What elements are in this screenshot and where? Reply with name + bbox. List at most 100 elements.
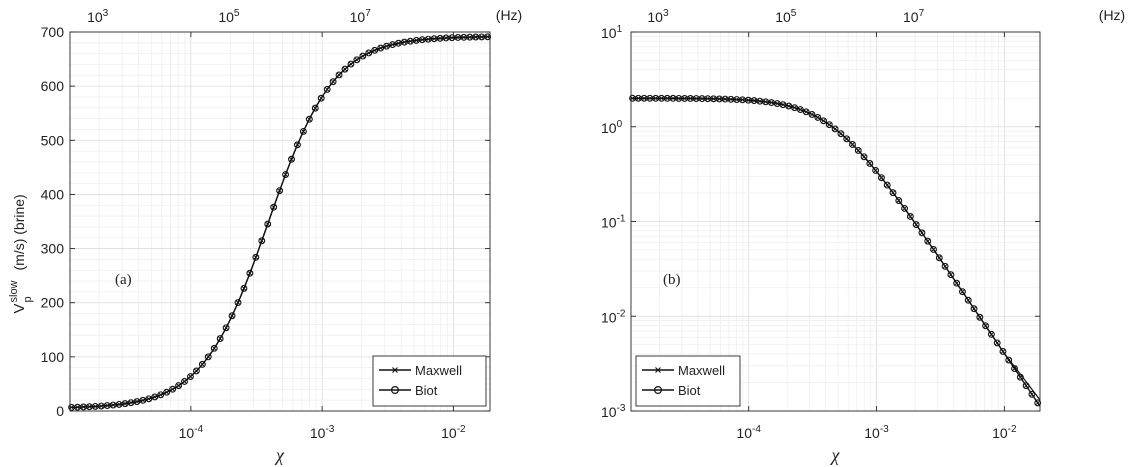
marker-maxwell bbox=[879, 175, 884, 180]
legend-marker-o bbox=[391, 386, 400, 395]
marker-biot bbox=[293, 141, 301, 149]
panel-b-top-ticks: 103 105 107 bbox=[647, 8, 924, 25]
marker-maxwell bbox=[705, 96, 711, 102]
marker-maxwell bbox=[1029, 391, 1035, 397]
marker-biot bbox=[222, 324, 230, 332]
y-tick-label: 100 bbox=[41, 349, 65, 365]
marker-maxwell bbox=[722, 96, 728, 102]
series-line-biot bbox=[631, 97, 1041, 401]
marker-maxwell bbox=[745, 97, 751, 103]
marker-maxwell bbox=[348, 61, 354, 67]
marker-maxwell bbox=[884, 182, 890, 188]
x-tick-label: 10-4 bbox=[736, 424, 761, 441]
marker-biot bbox=[187, 373, 194, 381]
marker-biot bbox=[365, 49, 373, 57]
marker-maxwell bbox=[803, 109, 809, 115]
marker-biot bbox=[151, 393, 159, 401]
panel-a-axes-box bbox=[69, 31, 491, 412]
marker-maxwell bbox=[223, 325, 229, 331]
panel-a: 10-4 10-3 10-2 103 105 107 0 100 200 300 400 500 6… bbox=[8, 7, 522, 465]
marker-maxwell bbox=[301, 129, 306, 134]
marker-biot bbox=[802, 108, 810, 116]
marker-biot bbox=[889, 189, 897, 197]
series-line-maxwell bbox=[69, 36, 491, 409]
marker-biot bbox=[234, 299, 242, 307]
marker-maxwell bbox=[942, 263, 948, 269]
legend-label-maxwell: Maxwell bbox=[678, 363, 725, 378]
marker-maxwell bbox=[479, 34, 485, 40]
marker-maxwell bbox=[989, 332, 994, 337]
marker-maxwell bbox=[158, 392, 164, 398]
y-label-sub: p bbox=[22, 296, 34, 302]
marker-maxwell bbox=[134, 399, 140, 404]
top-tick-label: 107 bbox=[350, 8, 372, 25]
marker-maxwell bbox=[247, 270, 253, 276]
marker-biot bbox=[941, 262, 949, 270]
y-tick-label: 100 bbox=[601, 119, 623, 136]
y-label-sup: slow bbox=[8, 280, 20, 302]
marker-maxwell bbox=[659, 95, 664, 101]
marker-biot bbox=[953, 279, 961, 287]
marker-maxwell bbox=[229, 313, 235, 319]
panel-a-plot-area bbox=[68, 33, 492, 411]
legend-item-maxwell: Maxwell bbox=[642, 363, 725, 378]
panel-b-plot-area bbox=[629, 94, 1042, 407]
marker-maxwell bbox=[152, 394, 158, 400]
marker-biot bbox=[866, 160, 874, 167]
marker-biot bbox=[1022, 382, 1030, 390]
marker-maxwell bbox=[312, 105, 318, 111]
marker-biot bbox=[1028, 390, 1036, 398]
marker-maxwell bbox=[757, 98, 763, 104]
panel-a-y-ticks: 0 100 200 300 400 500 600 700 bbox=[41, 24, 490, 419]
marker-biot bbox=[959, 288, 966, 296]
marker-maxwell bbox=[425, 36, 431, 42]
marker-biot bbox=[901, 204, 909, 212]
marker-maxwell bbox=[977, 314, 983, 320]
panel-a-x-ticks: 10-4 10-3 10-2 bbox=[179, 32, 466, 441]
marker-maxwell bbox=[653, 95, 659, 101]
marker-maxwell bbox=[896, 198, 902, 203]
marker-maxwell bbox=[176, 383, 181, 388]
marker-maxwell bbox=[1018, 374, 1023, 380]
marker-maxwell bbox=[93, 404, 98, 409]
marker-biot bbox=[999, 348, 1007, 355]
marker-maxwell bbox=[253, 254, 259, 260]
marker-maxwell bbox=[342, 66, 348, 72]
marker-maxwell bbox=[740, 97, 745, 103]
marker-biot bbox=[157, 391, 165, 399]
marker-maxwell bbox=[265, 221, 271, 227]
marker-maxwell bbox=[711, 96, 716, 102]
marker-maxwell bbox=[277, 188, 282, 193]
marker-maxwell bbox=[473, 34, 479, 40]
marker-maxwell bbox=[728, 96, 734, 102]
y-tick-label: 101 bbox=[601, 24, 623, 41]
y-tick-label: 200 bbox=[41, 295, 65, 311]
marker-maxwell bbox=[188, 374, 193, 379]
marker-maxwell bbox=[850, 142, 855, 147]
marker-maxwell bbox=[919, 230, 925, 236]
marker-biot bbox=[335, 71, 343, 79]
marker-maxwell bbox=[437, 35, 443, 41]
marker-biot bbox=[947, 271, 955, 279]
marker-biot bbox=[359, 52, 367, 60]
marker-biot bbox=[276, 187, 284, 195]
marker-maxwell bbox=[751, 98, 757, 103]
marker-biot bbox=[935, 254, 943, 262]
marker-maxwell bbox=[774, 101, 780, 106]
marker-maxwell bbox=[402, 39, 407, 45]
marker-biot bbox=[843, 135, 851, 143]
marker-maxwell bbox=[815, 115, 821, 120]
panel-a-grid bbox=[70, 31, 490, 412]
marker-maxwell bbox=[182, 379, 187, 384]
marker-maxwell bbox=[396, 40, 401, 46]
marker-biot bbox=[976, 313, 984, 321]
panel-a-top-axis-unit: (Hz) bbox=[496, 7, 522, 23]
top-tick-label: 103 bbox=[647, 8, 669, 25]
marker-biot bbox=[993, 339, 1001, 347]
marker-maxwell bbox=[164, 389, 169, 395]
marker-biot bbox=[198, 360, 206, 368]
marker-maxwell bbox=[1000, 349, 1006, 354]
marker-maxwell bbox=[408, 38, 413, 44]
panel-b-x-ticks: 10-4 10-3 10-2 bbox=[736, 32, 1017, 441]
marker-maxwell bbox=[832, 126, 838, 132]
